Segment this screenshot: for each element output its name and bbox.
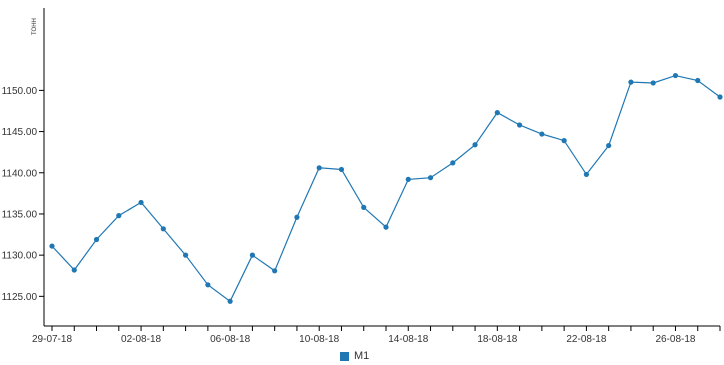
data-point[interactable] bbox=[606, 142, 612, 149]
data-point[interactable] bbox=[183, 252, 189, 258]
x-tick-label: 29-07-18 bbox=[32, 334, 72, 345]
data-point[interactable] bbox=[450, 160, 456, 166]
x-tick-label: 06-08-18 bbox=[210, 334, 250, 345]
y-tick-label: 1150.00 bbox=[2, 86, 38, 97]
data-point[interactable] bbox=[628, 79, 634, 85]
x-tick-label: 02-08-18 bbox=[121, 334, 161, 345]
data-point[interactable] bbox=[116, 213, 122, 219]
data-point[interactable] bbox=[227, 298, 233, 304]
data-point[interactable] bbox=[316, 165, 322, 171]
y-axis-title: TOHH bbox=[32, 18, 38, 35]
data-point[interactable] bbox=[138, 199, 144, 206]
legend-label-m1: M1 bbox=[354, 350, 370, 362]
data-point[interactable] bbox=[427, 175, 434, 181]
data-point[interactable] bbox=[160, 226, 166, 232]
x-tick-label: 18-08-18 bbox=[477, 334, 517, 345]
data-point[interactable] bbox=[383, 224, 389, 230]
data-point[interactable] bbox=[717, 94, 723, 100]
data-point[interactable] bbox=[272, 268, 278, 274]
data-point[interactable] bbox=[249, 252, 255, 258]
data-point[interactable] bbox=[672, 72, 679, 79]
data-point[interactable] bbox=[695, 77, 701, 84]
y-tick-label: 1145.00 bbox=[2, 127, 38, 138]
data-point[interactable] bbox=[561, 138, 567, 144]
y-tick-label: 1140.00 bbox=[2, 168, 38, 179]
data-point[interactable] bbox=[405, 176, 411, 182]
data-point[interactable] bbox=[494, 110, 500, 116]
data-point[interactable] bbox=[583, 171, 590, 178]
y-tick-label: 1135.00 bbox=[2, 209, 38, 220]
series-line-m1 bbox=[51, 74, 721, 303]
y-tick-label: 1125.00 bbox=[2, 292, 38, 303]
data-point[interactable] bbox=[93, 236, 100, 243]
legend-swatch-m1 bbox=[340, 351, 349, 361]
data-point[interactable] bbox=[49, 243, 55, 249]
data-point[interactable] bbox=[539, 131, 545, 137]
data-point[interactable] bbox=[205, 282, 211, 288]
legend[interactable]: M1 bbox=[340, 350, 369, 362]
x-tick-label: 22-08-18 bbox=[566, 334, 606, 345]
data-point[interactable] bbox=[71, 267, 77, 273]
y-tick-label: 1130.00 bbox=[2, 251, 38, 262]
x-tick-label: 14-08-18 bbox=[388, 334, 428, 345]
x-tick-label: 26-08-18 bbox=[655, 334, 695, 345]
data-point[interactable] bbox=[650, 80, 656, 86]
data-point[interactable] bbox=[294, 214, 300, 220]
data-point[interactable] bbox=[472, 142, 478, 148]
data-point[interactable] bbox=[338, 166, 345, 173]
x-tick-label: 10-08-18 bbox=[299, 334, 339, 345]
data-point[interactable] bbox=[517, 122, 523, 128]
data-point[interactable] bbox=[361, 204, 367, 210]
